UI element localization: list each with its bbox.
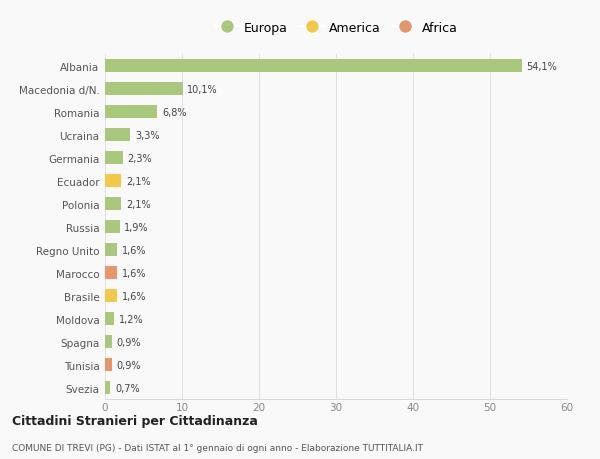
Text: 3,3%: 3,3% [135,130,160,140]
Text: 0,9%: 0,9% [116,337,141,347]
Bar [105,198,121,211]
Bar [105,129,130,142]
Bar [105,106,157,119]
Text: 1,2%: 1,2% [119,314,143,324]
Bar [105,244,118,257]
Text: 0,7%: 0,7% [115,383,140,393]
Bar [105,358,112,371]
Text: 2,1%: 2,1% [126,176,151,186]
Text: 1,6%: 1,6% [122,291,146,301]
Legend: Europa, America, Africa: Europa, America, Africa [215,22,457,35]
Bar [105,290,118,302]
Text: 2,1%: 2,1% [126,199,151,209]
Text: 54,1%: 54,1% [526,62,557,72]
Bar [105,313,114,325]
Text: 0,9%: 0,9% [116,360,141,370]
Bar [105,267,118,280]
Text: Cittadini Stranieri per Cittadinanza: Cittadini Stranieri per Cittadinanza [12,414,258,428]
Bar [105,381,110,394]
Text: 1,6%: 1,6% [122,268,146,278]
Text: 1,6%: 1,6% [122,245,146,255]
Bar [105,221,119,234]
Bar [105,336,112,348]
Bar [105,175,121,188]
Bar [105,83,183,96]
Text: 10,1%: 10,1% [187,84,218,95]
Text: COMUNE DI TREVI (PG) - Dati ISTAT al 1° gennaio di ogni anno - Elaborazione TUTT: COMUNE DI TREVI (PG) - Dati ISTAT al 1° … [12,443,423,452]
Text: 6,8%: 6,8% [162,107,187,118]
Bar [105,152,123,165]
Text: 1,9%: 1,9% [124,222,149,232]
Bar [105,60,521,73]
Text: 2,3%: 2,3% [127,153,152,163]
